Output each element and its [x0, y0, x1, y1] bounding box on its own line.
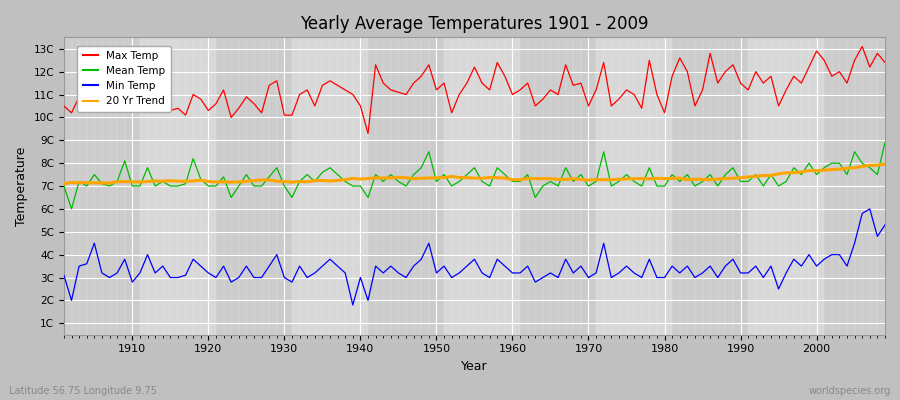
Bar [444, 37, 520, 335]
Bar [748, 37, 824, 335]
Bar [520, 37, 596, 335]
Bar [292, 37, 368, 335]
Bar [216, 37, 292, 335]
Bar [140, 37, 216, 335]
Text: worldspecies.org: worldspecies.org [809, 386, 891, 396]
Bar [596, 37, 672, 335]
Text: Latitude 56.75 Longitude 9.75: Latitude 56.75 Longitude 9.75 [9, 386, 157, 396]
Bar [368, 37, 444, 335]
Bar [672, 37, 748, 335]
Legend: Max Temp, Mean Temp, Min Temp, 20 Yr Trend: Max Temp, Mean Temp, Min Temp, 20 Yr Tre… [77, 46, 171, 112]
Title: Yearly Average Temperatures 1901 - 2009: Yearly Average Temperatures 1901 - 2009 [301, 15, 649, 33]
Bar [64, 37, 140, 335]
X-axis label: Year: Year [461, 360, 488, 373]
Bar [824, 37, 885, 335]
Y-axis label: Temperature: Temperature [15, 146, 28, 226]
